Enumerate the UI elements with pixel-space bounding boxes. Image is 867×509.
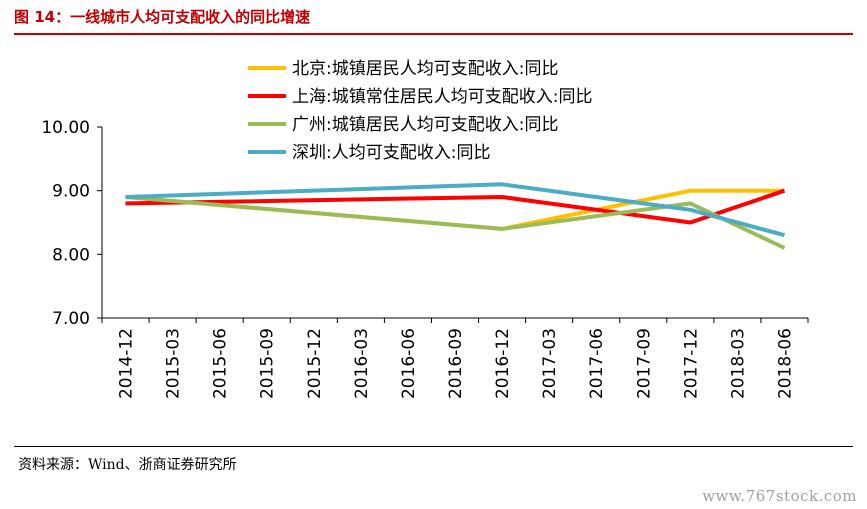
legend-label: 北京:城镇居民人均可支配收入:同比 [292, 59, 558, 79]
x-tick-label: 2016-03 [352, 328, 372, 399]
title-rule [14, 33, 853, 35]
y-tick-label: 7.00 [52, 309, 90, 329]
y-tick-label: 8.00 [52, 245, 90, 265]
series-line-3 [125, 195, 786, 250]
x-tick-label: 2017-12 [681, 328, 701, 399]
y-tick-label: 9.00 [52, 182, 90, 202]
legend-label: 广州:城镇居民人均可支配收入:同比 [292, 115, 558, 135]
x-tick-label: 2017-09 [634, 328, 654, 399]
legend-label: 深圳:人均可支配收入:同比 [292, 143, 490, 163]
x-tick-label: 2016-09 [446, 328, 466, 399]
series-line-2 [125, 188, 786, 225]
x-tick-label: 2018-03 [728, 328, 748, 399]
line-chart: 7.00 8.00 9.00 10.00 2014-12 2015-03 2015-06 20… [41, 59, 809, 399]
x-tick-label: 2018-06 [775, 328, 795, 399]
x-tick-label: 2015-12 [305, 328, 325, 399]
watermark: www.767stock.com [702, 487, 857, 505]
legend-label: 上海:城镇常住居民人均可支配收入:同比 [292, 87, 592, 107]
x-tick-label: 2016-12 [493, 328, 513, 399]
series-line-4 [125, 182, 786, 238]
x-tick-label: 2015-03 [164, 328, 184, 399]
x-tick-label: 2014-12 [117, 328, 137, 399]
x-tick-label: 2017-06 [587, 328, 607, 399]
x-tick-label: 2017-03 [540, 328, 560, 399]
y-tick-label: 10.00 [41, 118, 90, 138]
figure-title: 图 14：一线城市人均可支配收入的同比增速 [14, 8, 311, 26]
x-tick-label: 2015-06 [211, 328, 231, 399]
x-tick-label: 2016-06 [399, 328, 419, 399]
footer-rule [14, 446, 853, 447]
x-tick-label: 2015-09 [258, 328, 278, 399]
source-note: 资料来源：Wind、浙商证券研究所 [18, 457, 237, 473]
